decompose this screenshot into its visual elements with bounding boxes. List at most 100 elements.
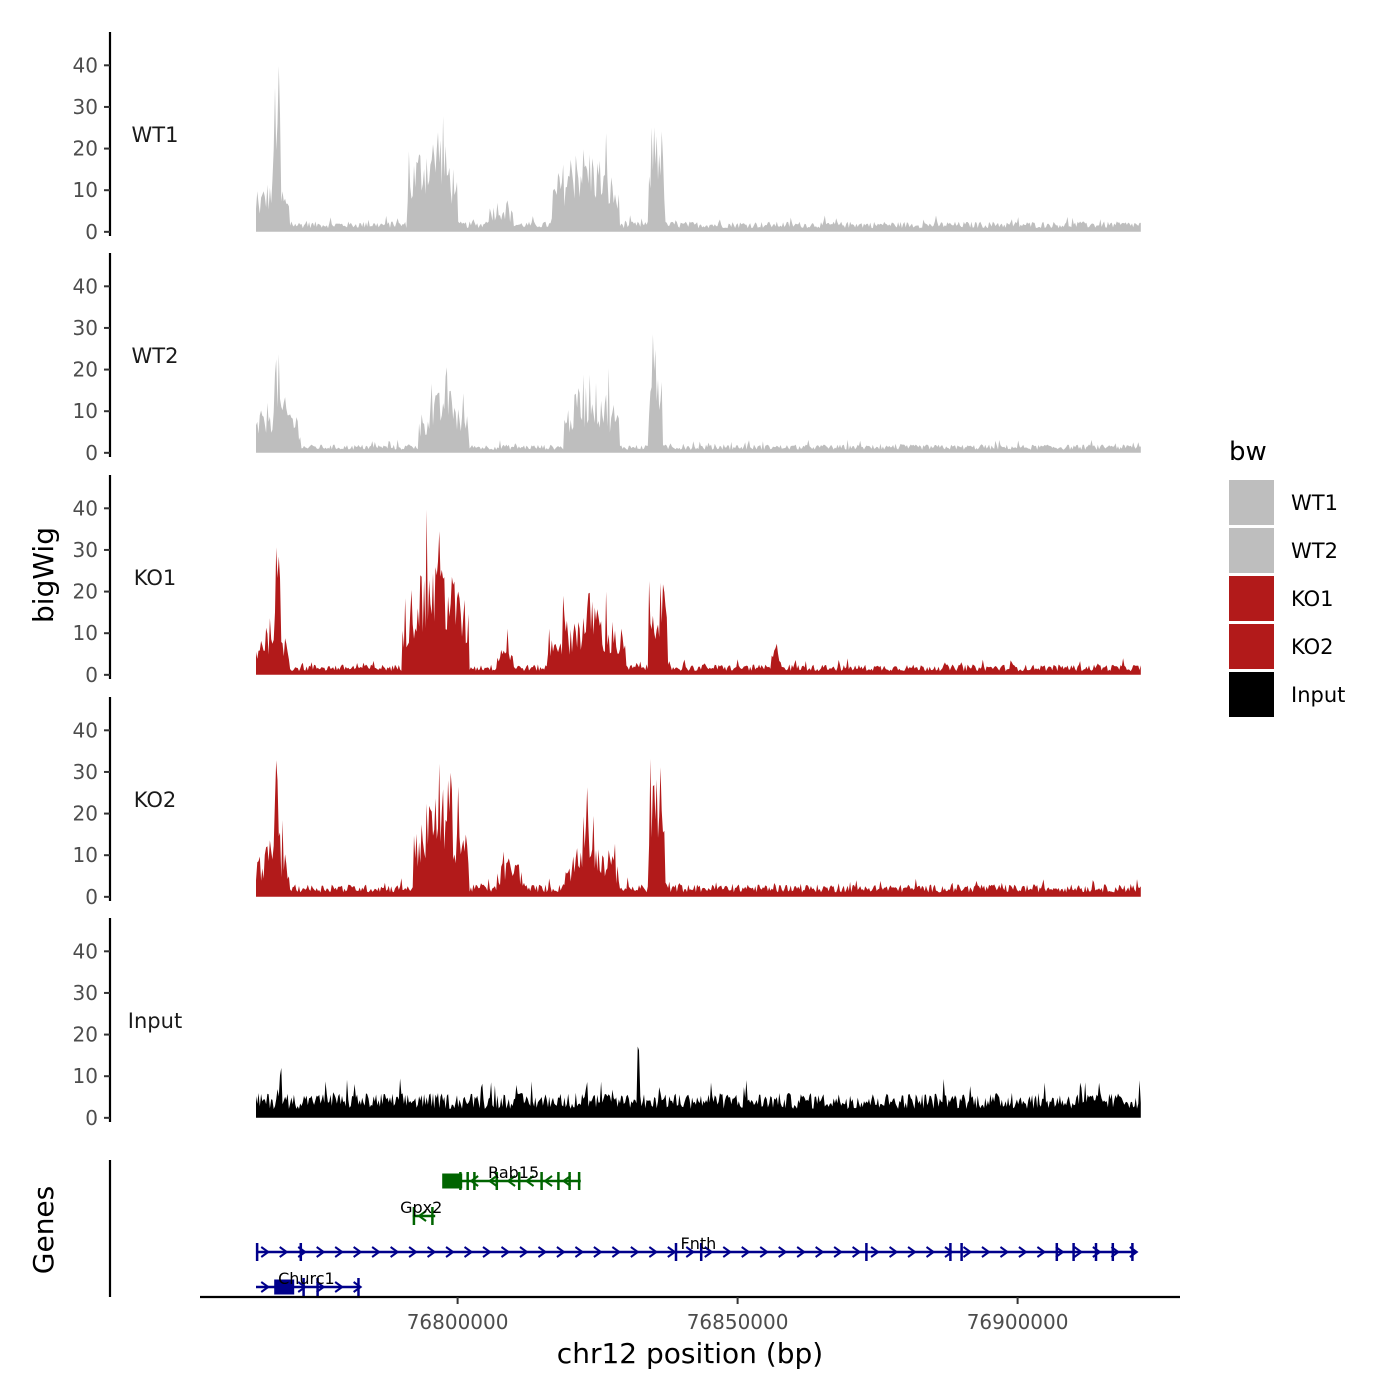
exon (1072, 1243, 1075, 1261)
exon (577, 1172, 581, 1190)
coverage-area-wt1 (256, 66, 1141, 232)
exon (255, 1243, 259, 1261)
exon (699, 1243, 703, 1261)
y-tick-label: 40 (73, 274, 98, 298)
y-axis-title: bigWig (27, 527, 60, 623)
strand-chevron (944, 1246, 954, 1258)
strand-chevron (1073, 1246, 1084, 1258)
track-label: KO2 (134, 788, 177, 812)
y-tick-label: 0 (85, 663, 98, 687)
gene-gpx2: Gpx2 (400, 1198, 442, 1225)
exon (949, 1243, 952, 1261)
legend: bw WT1 WT2 KO1 KO2 Input (1229, 437, 1345, 717)
strand-chevron (469, 1175, 479, 1187)
strand-chevron (999, 1246, 1010, 1258)
strand-chevron (390, 1246, 400, 1258)
strand-chevron (445, 1246, 455, 1258)
exon (865, 1243, 868, 1261)
y-tick-label: 0 (85, 441, 98, 465)
strand-chevron (316, 1246, 326, 1258)
strand-chevron (519, 1246, 529, 1258)
y-tick-label: 40 (73, 939, 98, 963)
exon (431, 1207, 434, 1225)
exon (473, 1172, 476, 1190)
strand-chevron (925, 1246, 936, 1258)
y-tick-label: 30 (73, 95, 98, 119)
exon (357, 1278, 360, 1296)
x-axis-title: chr12 position (bp) (557, 1337, 823, 1370)
strand-chevron (852, 1246, 862, 1258)
x-tick-label: 76800000 (407, 1310, 509, 1334)
strand-chevron (722, 1246, 732, 1258)
strand-chevron (279, 1246, 289, 1258)
strand-chevron (796, 1246, 806, 1258)
strand-chevron (297, 1281, 307, 1293)
strand-chevron (611, 1246, 622, 1258)
exon (495, 1172, 499, 1190)
genes-axis-title: Genes (27, 1186, 60, 1274)
exon (412, 1207, 416, 1225)
x-tick-label: 76850000 (687, 1310, 789, 1334)
strand-chevron (408, 1246, 418, 1258)
strand-chevron (417, 1210, 427, 1222)
y-tick-label: 20 (73, 1023, 98, 1047)
exon (1131, 1243, 1134, 1261)
strand-chevron (524, 1175, 535, 1187)
strand-chevron (741, 1246, 751, 1258)
exon (442, 1173, 463, 1189)
track-label: KO1 (134, 566, 177, 590)
exon (1111, 1243, 1115, 1261)
coverage-area-input (256, 1046, 1141, 1118)
legend-swatch (1229, 672, 1274, 717)
exon (674, 1243, 678, 1261)
exon (540, 1172, 543, 1190)
gene-track: Rab15 Gpx2 Fnth Churc1 (108, 1160, 1139, 1297)
strand-chevron (759, 1246, 769, 1258)
strand-chevron (334, 1246, 344, 1258)
strand-chevron (260, 1281, 270, 1293)
legend-label: Input (1291, 683, 1345, 707)
y-tick-label: 10 (73, 1064, 98, 1088)
gene-label: Gpx2 (400, 1198, 442, 1217)
track-label: WT1 (132, 123, 179, 147)
exon (568, 1172, 571, 1190)
gene-label: Rab15 (488, 1163, 539, 1182)
legend-swatch (1229, 528, 1274, 573)
y-tick-label: 10 (73, 843, 98, 867)
strand-chevron (962, 1246, 973, 1258)
strand-chevron (556, 1246, 566, 1258)
exon (299, 1243, 303, 1261)
strand-chevron (537, 1246, 548, 1258)
y-tick-label: 10 (73, 399, 98, 423)
exon (1055, 1243, 1059, 1261)
strand-chevron (815, 1246, 825, 1258)
strand-chevron (574, 1246, 585, 1258)
coverage-tracks: 0 10 20 30 40 WT1 0 10 20 30 40 WT2 0 10 20 30 40 KO1 0 10 2… (73, 32, 1141, 1130)
coverage-area-wt2 (256, 334, 1141, 453)
track-input: 0 10 20 30 40 Input (73, 918, 1141, 1130)
strand-chevron (353, 1281, 363, 1293)
exon (466, 1172, 469, 1190)
exon (960, 1243, 963, 1261)
y-tick-label: 20 (73, 137, 98, 161)
y-tick-label: 30 (73, 538, 98, 562)
strand-chevron (778, 1246, 788, 1258)
strand-chevron (371, 1246, 381, 1258)
track-label: WT2 (132, 344, 179, 368)
strand-chevron (981, 1246, 991, 1258)
track-ko2: 0 10 20 30 40 KO2 (73, 697, 1141, 909)
strand-chevron (506, 1175, 516, 1187)
strand-chevron (260, 1246, 270, 1258)
y-tick-label: 20 (73, 580, 98, 604)
gene-fnth: Fnth (255, 1234, 1139, 1261)
track-wt2: 0 10 20 30 40 WT2 (73, 253, 1141, 465)
y-tick-label: 40 (73, 496, 98, 520)
y-tick-label: 30 (73, 316, 98, 340)
legend-swatch (1229, 624, 1274, 669)
gene-label: Fnth (681, 1234, 717, 1253)
strand-chevron (482, 1246, 492, 1258)
strand-chevron (630, 1246, 640, 1258)
strand-chevron (704, 1246, 714, 1258)
exon (302, 1278, 305, 1296)
strand-chevron (833, 1246, 843, 1258)
